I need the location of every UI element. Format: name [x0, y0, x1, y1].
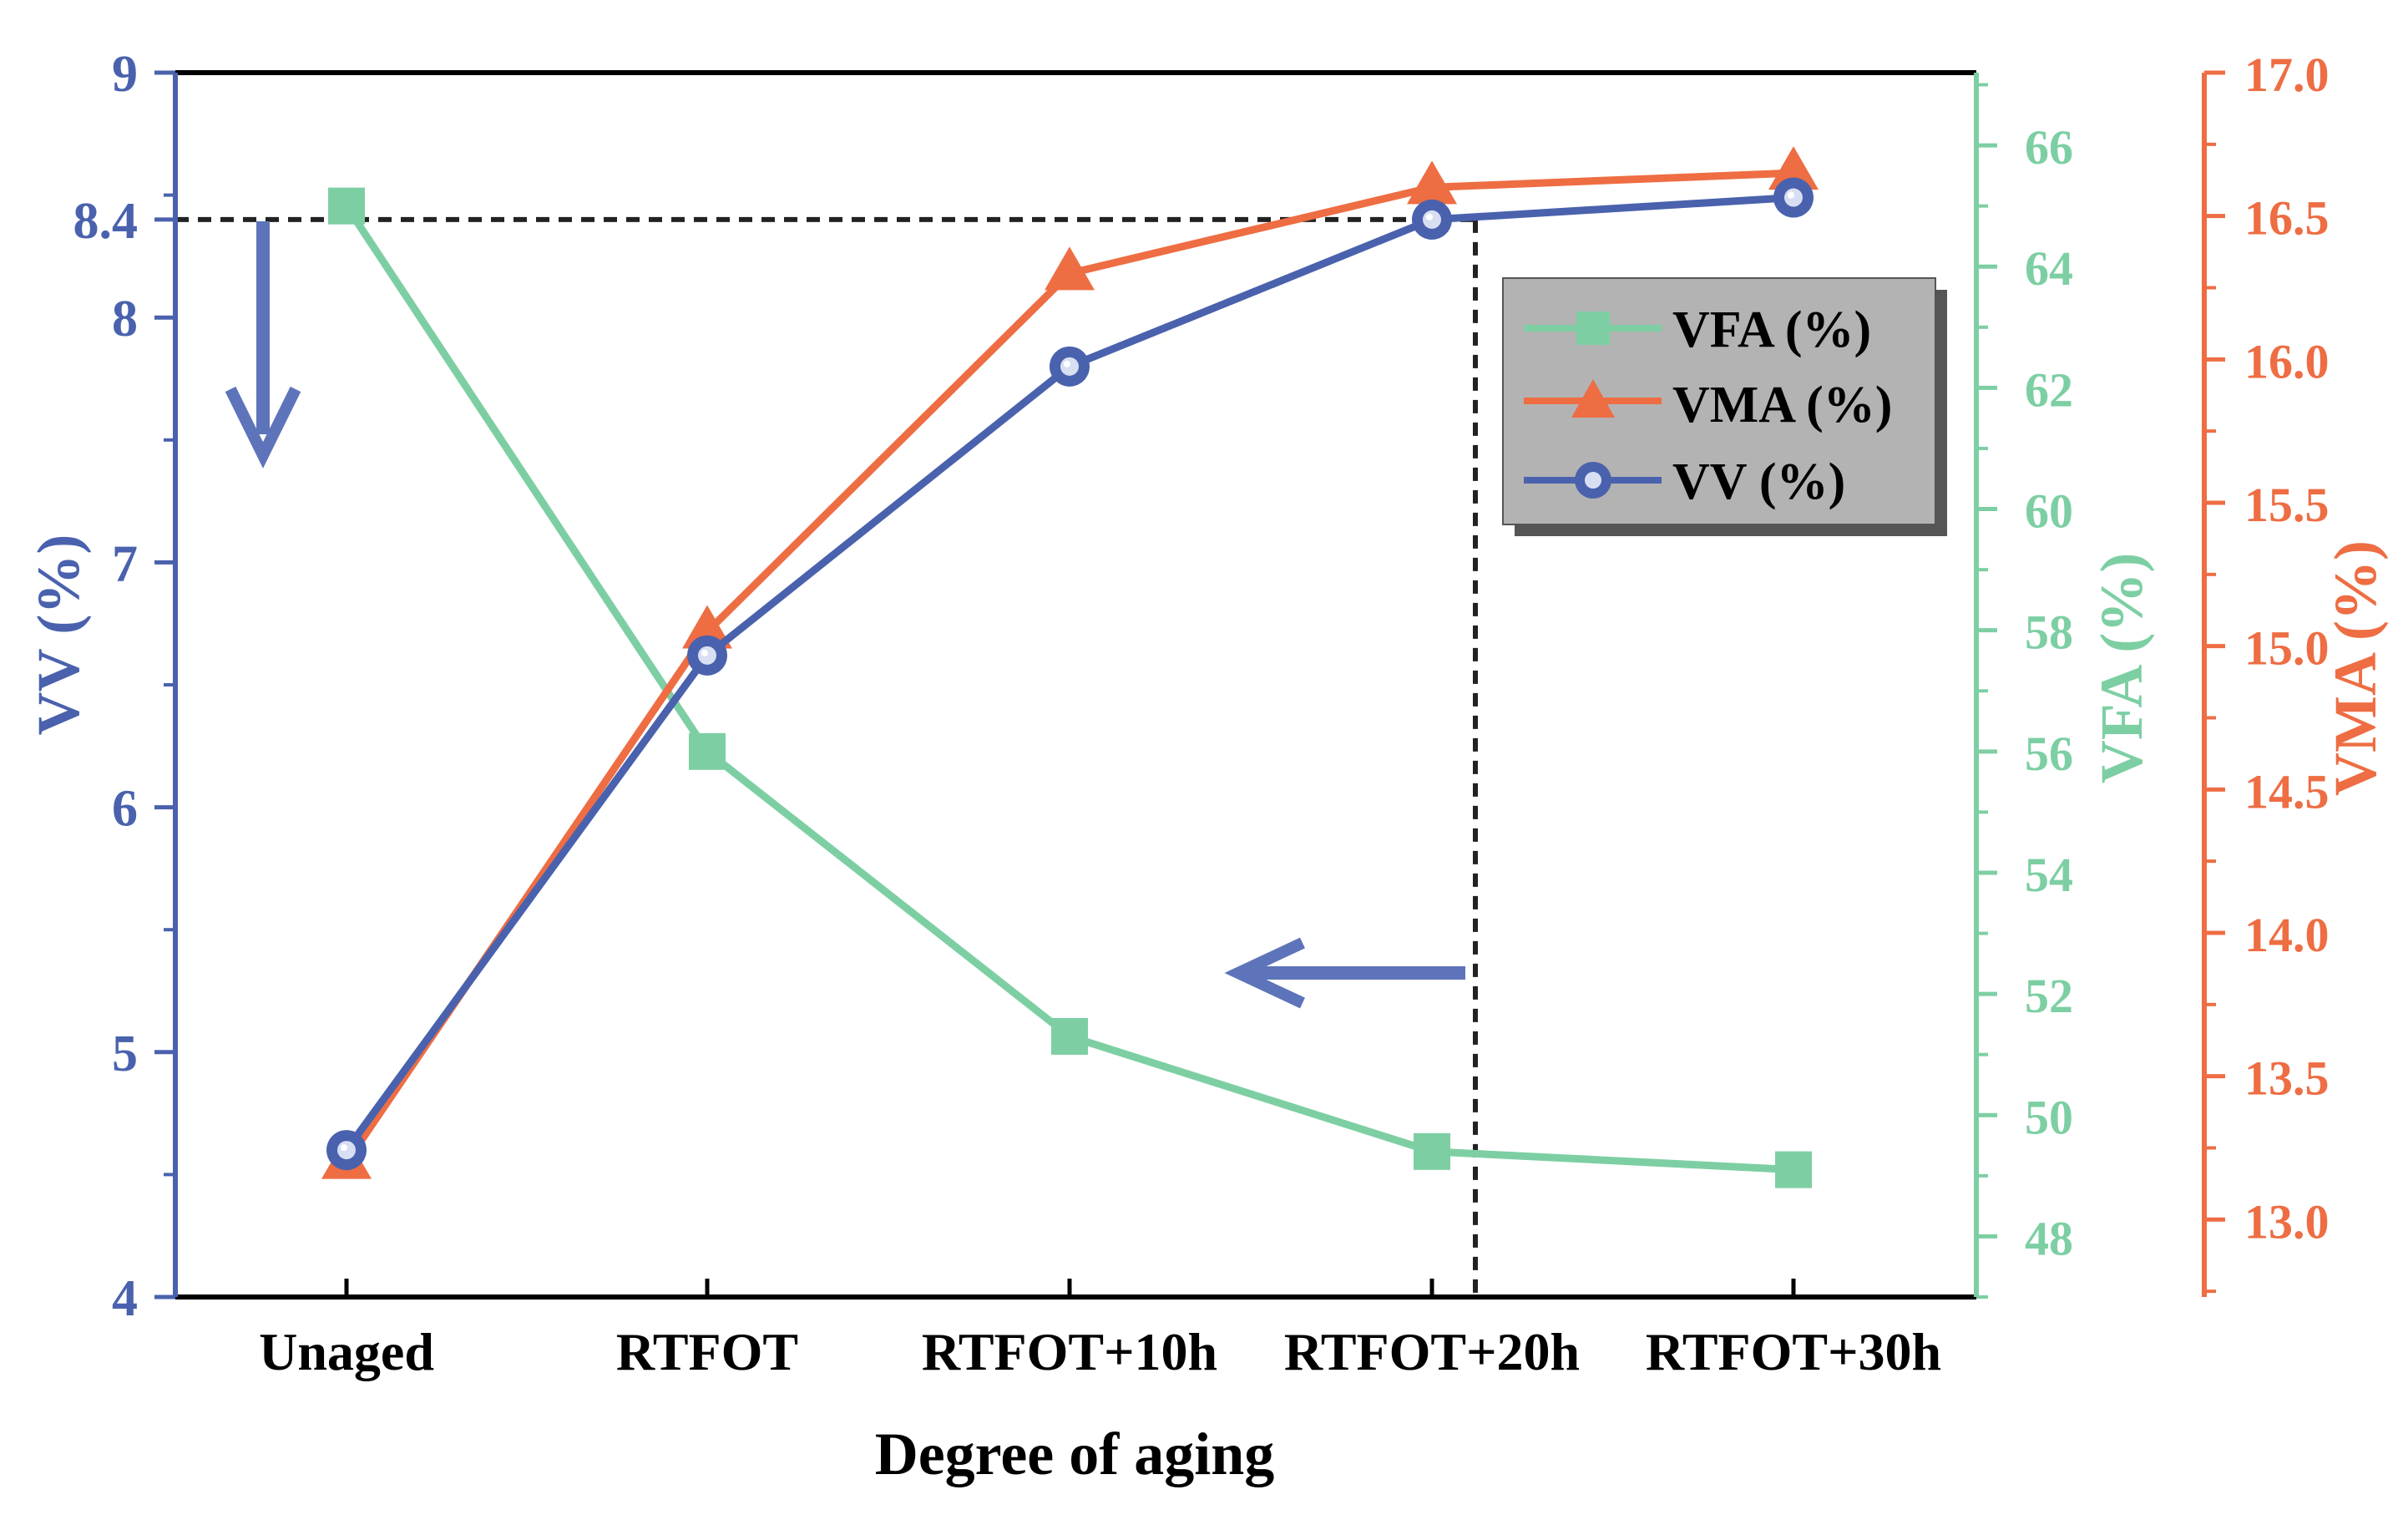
vv-point-highlight-1 [698, 646, 716, 665]
triangle-icon [1571, 379, 1615, 418]
vma-point-4 [1768, 146, 1819, 190]
x-tick-label: RTFOT+30h [1646, 1322, 1941, 1381]
vma-axis: 13.0 13.5 14.0 14.5 15.0 15.5 16.0 16.5 17.0 [2202, 48, 2330, 1297]
vv-point-shine-3 [1426, 213, 1433, 220]
x-tick-label: RTFOT [616, 1322, 798, 1381]
plot-frame [175, 70, 1976, 1300]
vfa-tick-label: 64 [2025, 241, 2073, 296]
vv-point-shine-0 [341, 1144, 347, 1152]
vv-tick-label: 4 [112, 1270, 138, 1327]
legend-label-vma: VMA (%) [1672, 377, 1892, 433]
vv-point-highlight-3 [1423, 210, 1441, 229]
vfa-point-0 [328, 187, 365, 225]
vfa-point-3 [1414, 1132, 1450, 1170]
vv-tick-label: 7 [112, 535, 138, 592]
vfa-point-4 [1775, 1151, 1812, 1188]
vfa-axis: 48 50 52 54 56 58 60 62 64 66 [1974, 73, 2073, 1299]
vv-point-shine-2 [1064, 360, 1070, 367]
vfa-tick-label: 56 [2025, 727, 2073, 781]
vma-tick-label: 13.0 [2244, 1194, 2330, 1249]
vma-point-2 [1045, 246, 1095, 291]
vfa-tick-label: 52 [2025, 969, 2073, 1023]
x-tick-label: Unaged [259, 1322, 434, 1381]
vma-tick-label: 16.5 [2244, 191, 2330, 246]
vv-point-highlight-0 [337, 1141, 356, 1160]
legend-label-vfa: VFA (%) [1672, 301, 1871, 358]
vfa-tick-label: 66 [2025, 120, 2073, 175]
down-arrow-icon [225, 221, 301, 469]
legend: VFA (%) VMA (%) VV (%) [1502, 277, 1947, 536]
vv-point-shine-4 [1788, 191, 1794, 199]
vv-point-highlight-2 [1060, 357, 1079, 376]
x-tick-label: RTFOT+20h [1284, 1322, 1580, 1381]
vfa-tick-label: 50 [2025, 1090, 2073, 1144]
vv-tick-label: 9 [112, 46, 138, 103]
vfa-tick-label: 48 [2025, 1211, 2073, 1265]
vma-axis-title: VMA (%) [2322, 540, 2389, 796]
vma-tick-label: 14.0 [2244, 908, 2330, 962]
legend-item-vv: VV (%) [1524, 453, 1845, 510]
vv-axis: 4 5 6 7 8 9 8.4 [73, 46, 178, 1327]
vma-point-3 [1407, 160, 1457, 205]
x-tick-label: RTFOT+10h [922, 1322, 1217, 1381]
left-arrow-icon [1224, 937, 1465, 1009]
vma-tick-label: 16.0 [2244, 334, 2330, 388]
vv-tick-label: 6 [112, 781, 138, 838]
vv-point-shine-1 [701, 649, 708, 656]
vv-ref-tick-label: 8.4 [73, 193, 139, 250]
legend-item-vfa: VFA (%) [1524, 301, 1871, 358]
legend-item-vma: VMA (%) [1524, 377, 1892, 433]
vfa-axis-title: VFA (%) [2088, 553, 2155, 784]
vfa-tick-label: 54 [2025, 848, 2073, 902]
vma-tick-label: 15.5 [2244, 478, 2330, 532]
vfa-tick-label: 60 [2025, 484, 2073, 539]
vfa-tick-label: 58 [2025, 605, 2073, 660]
vfa-tick-label: 62 [2025, 362, 2073, 417]
x-axis: Unaged RTFOT RTFOT+10h RTFOT+20h RTFOT+30h [259, 1279, 1941, 1381]
square-icon [1576, 312, 1610, 345]
vv-point-highlight-4 [1784, 188, 1803, 207]
reference-lines [175, 216, 1478, 1297]
vma-tick-label: 17.0 [2244, 48, 2330, 102]
vv-axis-title: VV (%) [25, 535, 92, 736]
vma-point-1 [682, 605, 732, 649]
vma-tick-label: 13.5 [2244, 1051, 2330, 1106]
vv-series [326, 177, 1814, 1171]
vfa-point-1 [689, 732, 726, 770]
legend-label-vv: VV (%) [1672, 453, 1845, 510]
vma-tick-label: 15.0 [2244, 621, 2330, 676]
vv-tick-label: 8 [112, 291, 138, 347]
vfa-point-2 [1051, 1017, 1088, 1055]
vfa-series [328, 187, 1812, 1188]
vma-tick-label: 14.5 [2244, 764, 2330, 818]
vma-series [321, 146, 1819, 1179]
x-axis-title: Degree of aging [875, 1421, 1275, 1487]
vv-tick-label: 5 [112, 1026, 138, 1082]
